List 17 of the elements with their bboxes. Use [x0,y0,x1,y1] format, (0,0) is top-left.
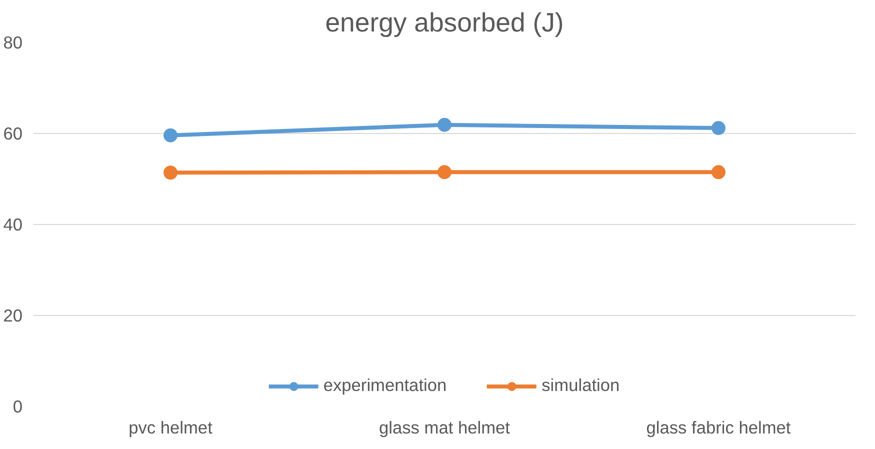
x-tick-label: glass mat helmet [379,418,510,438]
point [438,118,452,132]
y-tick-label: 60 [3,124,23,144]
y-tick-label: 40 [3,214,23,234]
legend-label: experimentation [323,375,447,396]
chart-title: energy absorbed (J) [325,8,564,38]
point [712,165,726,180]
y-tick-label: 80 [3,32,23,52]
point [712,121,726,136]
point [164,128,178,142]
x-tick-label: glass fabric helmet [646,418,791,438]
legend-label: simulation [542,375,620,396]
y-tick-label: 0 [12,396,23,416]
point [438,165,452,180]
x-tick-label: pvc helmet [128,418,213,438]
y-tick-label: 20 [3,306,23,326]
point [164,166,178,180]
